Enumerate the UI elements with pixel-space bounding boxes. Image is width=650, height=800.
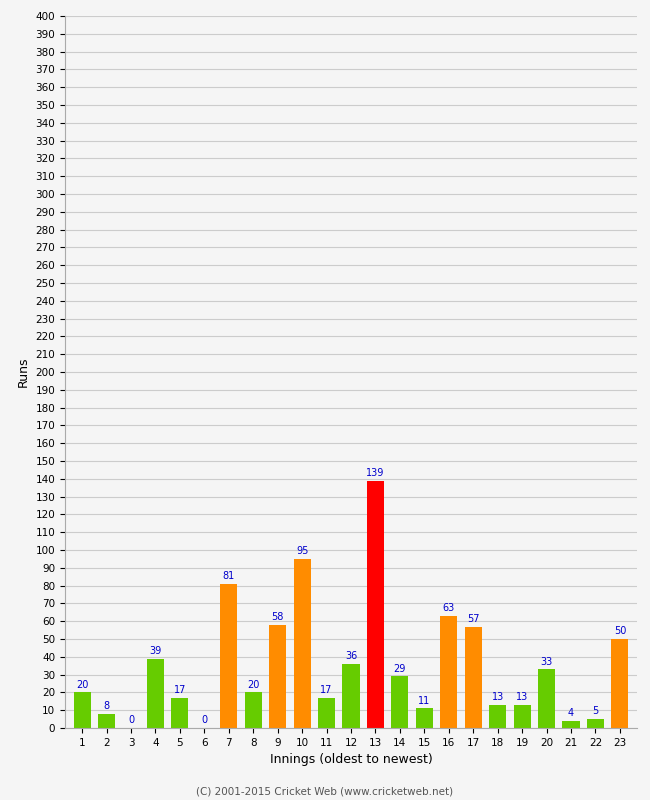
Text: 29: 29 xyxy=(394,664,406,674)
Text: 17: 17 xyxy=(174,685,186,695)
Bar xyxy=(244,693,262,728)
Text: 13: 13 xyxy=(491,692,504,702)
Text: 0: 0 xyxy=(202,715,207,726)
Bar xyxy=(172,698,188,728)
Text: 8: 8 xyxy=(103,701,110,711)
Bar xyxy=(562,721,580,728)
Text: 20: 20 xyxy=(247,680,259,690)
Bar xyxy=(538,670,555,728)
Bar xyxy=(367,481,384,728)
Text: 11: 11 xyxy=(418,696,430,706)
Bar xyxy=(343,664,359,728)
Text: (C) 2001-2015 Cricket Web (www.cricketweb.net): (C) 2001-2015 Cricket Web (www.cricketwe… xyxy=(196,786,454,796)
Text: 139: 139 xyxy=(366,468,385,478)
Bar xyxy=(73,693,90,728)
Text: 95: 95 xyxy=(296,546,308,556)
Bar xyxy=(391,676,408,728)
Y-axis label: Runs: Runs xyxy=(17,357,30,387)
Text: 36: 36 xyxy=(345,651,357,662)
X-axis label: Innings (oldest to newest): Innings (oldest to newest) xyxy=(270,754,432,766)
Bar xyxy=(465,626,482,728)
Text: 57: 57 xyxy=(467,614,480,624)
Text: 50: 50 xyxy=(614,626,626,636)
Bar xyxy=(489,705,506,728)
Bar xyxy=(269,625,286,728)
Text: 63: 63 xyxy=(443,603,455,613)
Text: 33: 33 xyxy=(540,657,552,666)
Text: 20: 20 xyxy=(76,680,88,690)
Bar xyxy=(514,705,530,728)
Bar xyxy=(318,698,335,728)
Bar xyxy=(587,719,604,728)
Bar xyxy=(440,616,458,728)
Text: 17: 17 xyxy=(320,685,333,695)
Text: 5: 5 xyxy=(592,706,599,717)
Text: 39: 39 xyxy=(150,646,162,656)
Text: 81: 81 xyxy=(223,571,235,581)
Bar xyxy=(98,714,115,728)
Bar xyxy=(147,658,164,728)
Bar xyxy=(416,709,433,728)
Bar xyxy=(220,584,237,728)
Bar xyxy=(294,559,311,728)
Text: 58: 58 xyxy=(272,612,284,622)
Bar xyxy=(612,639,629,728)
Text: 0: 0 xyxy=(128,715,134,726)
Text: 4: 4 xyxy=(568,708,574,718)
Text: 13: 13 xyxy=(516,692,528,702)
